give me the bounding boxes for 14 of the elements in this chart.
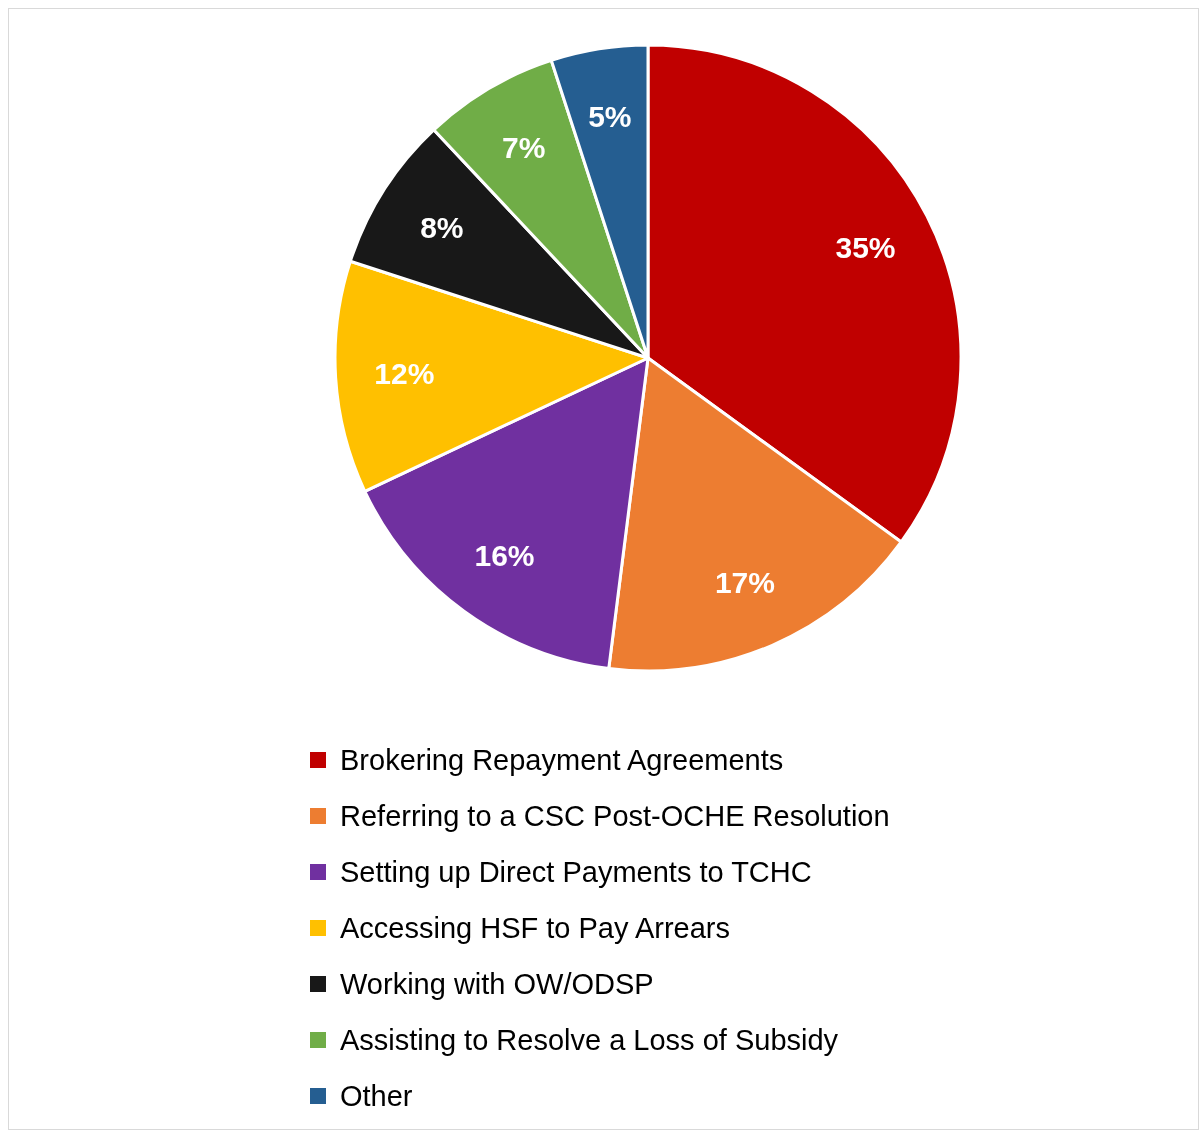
legend-label: Other xyxy=(340,1080,413,1112)
legend-label: Assisting to Resolve a Loss of Subsidy xyxy=(340,1024,839,1056)
legend-label: Referring to a CSC Post-OCHE Resolution xyxy=(340,800,890,832)
legend-label: Setting up Direct Payments to TCHC xyxy=(340,856,812,888)
data-label: 12% xyxy=(374,356,435,390)
data-label: 5% xyxy=(588,100,632,134)
data-label: 35% xyxy=(835,230,896,264)
data-label: 17% xyxy=(714,565,775,599)
legend-label: Brokering Repayment Agreements xyxy=(340,744,784,776)
data-label: 8% xyxy=(420,210,464,244)
legend-label: Accessing HSF to Pay Arrears xyxy=(340,912,731,944)
data-label: 16% xyxy=(474,539,535,573)
data-label: 7% xyxy=(502,131,546,165)
legend-label: Working with OW/ODSP xyxy=(340,968,654,1000)
